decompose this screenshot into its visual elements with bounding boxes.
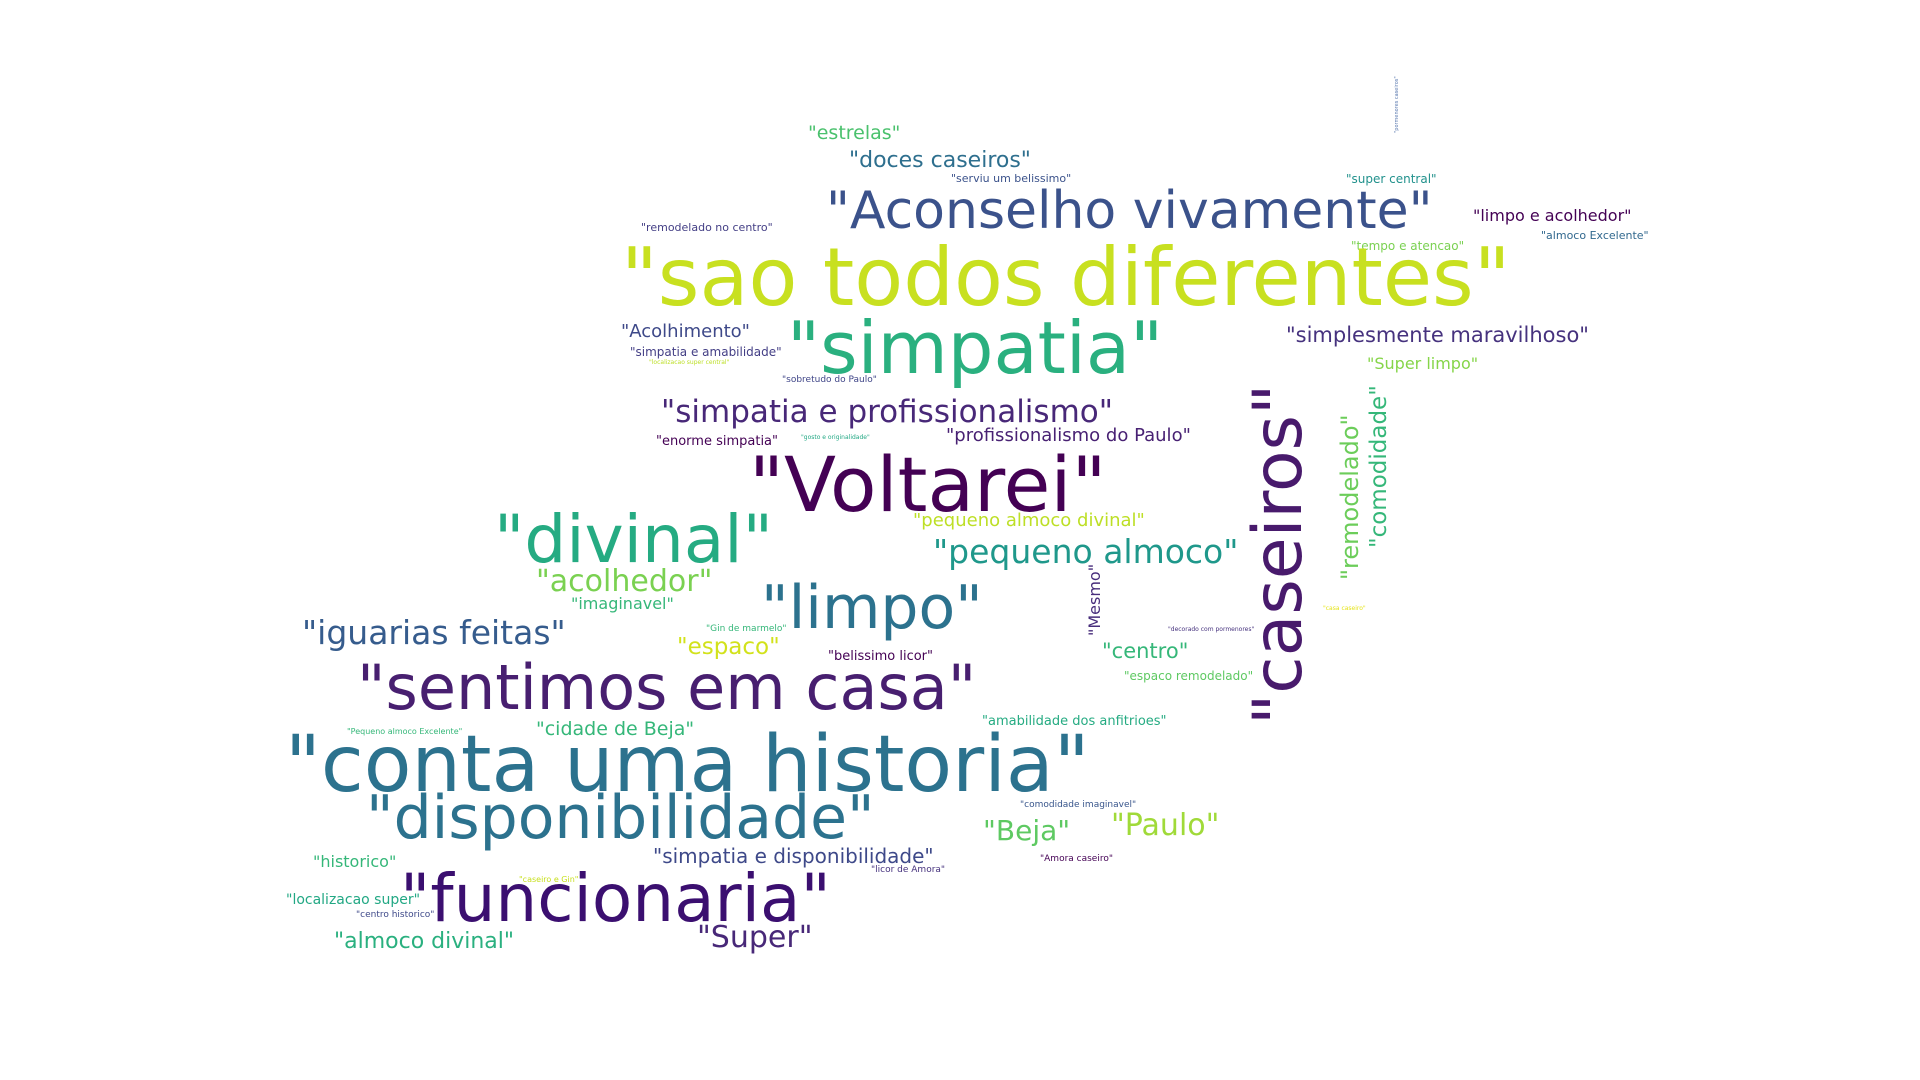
word-vertical: "remodelado" [1336, 414, 1364, 580]
word: "casa caseiro" [1323, 605, 1366, 612]
word: "centro" [1102, 639, 1189, 663]
word-vertical: "Mesmo" [1085, 563, 1104, 636]
word: "sentimos em casa" [357, 651, 977, 724]
word: "divinal" [494, 501, 773, 578]
word: "acolhedor" [536, 564, 713, 599]
word: "tempo e atencao" [1351, 239, 1465, 253]
word: "almoco divinal" [334, 929, 515, 954]
word: "super central" [1346, 172, 1437, 186]
word: "localizacao super central" [649, 359, 730, 366]
word: "cidade de Beja" [536, 718, 695, 740]
word: "enorme simpatia" [656, 434, 779, 449]
word: "doces caseiros" [849, 148, 1031, 173]
word: "gosto e originalidade" [801, 434, 870, 441]
word: "pequeno almoco" [933, 532, 1239, 571]
word: "espaco remodelado" [1124, 669, 1254, 683]
word: "almoco Excelente" [1541, 229, 1649, 242]
word: "remodelado no centro" [641, 221, 773, 234]
word: "funcionaria" [400, 860, 831, 937]
word: "Voltarei" [749, 440, 1107, 529]
word-vertical: "caseiros" [1239, 383, 1318, 725]
word: "simplesmente maravilhoso" [1286, 323, 1589, 347]
word: "iguarias feitas" [302, 613, 566, 652]
word: "estrelas" [808, 122, 901, 144]
word: "Amora caseiro" [1040, 854, 1113, 864]
word: "profissionalismo do Paulo" [946, 425, 1191, 446]
word: "simpatia e amabilidade" [630, 345, 782, 359]
word: "Paulo" [1111, 808, 1220, 843]
word: "simpatia e disponibilidade" [653, 844, 934, 868]
word: "sao todos diferentes" [621, 231, 1511, 324]
word: "simpatia e profissionalismo" [661, 394, 1113, 430]
word: "Pequeno almoco Excelente" [347, 727, 463, 736]
word: "decorado com pormenores" [1168, 626, 1255, 633]
word: "Aconselho vivamente" [826, 181, 1433, 241]
word: "disponibilidade" [366, 783, 875, 853]
word: "imaginavel" [571, 594, 674, 613]
word: "simpatia" [787, 306, 1164, 390]
word-vertical: "pormenores caseiros" [1394, 76, 1400, 133]
word: "historico" [313, 852, 397, 871]
word-vertical: "comodidade" [1366, 385, 1392, 548]
word: "espaco" [677, 634, 780, 660]
word: "comodidade imaginavel" [1020, 800, 1137, 810]
word: "limpo" [761, 573, 983, 643]
word: "Super limpo" [1367, 354, 1479, 373]
word: "Super" [697, 920, 813, 955]
word: "localizacao super" [286, 892, 421, 908]
word: "serviu um belissimo" [951, 172, 1072, 185]
word: "caseiro e Gin" [519, 875, 579, 884]
word: "licor de Amora" [871, 865, 946, 875]
word: "Acolhimento" [621, 321, 750, 342]
word: "belissimo licor" [828, 649, 934, 664]
word: "pequeno almoco divinal" [913, 510, 1145, 531]
word: "Gin de marmelo" [706, 624, 787, 634]
word: "sobretudo do Paulo" [782, 375, 877, 385]
word: "amabilidade dos anfitrioes" [982, 714, 1167, 729]
word: "conta uma historia" [285, 720, 1090, 810]
word: "limpo e acolhedor" [1473, 206, 1632, 225]
word: "Beja" [983, 814, 1071, 847]
word: "centro historico" [356, 910, 435, 920]
